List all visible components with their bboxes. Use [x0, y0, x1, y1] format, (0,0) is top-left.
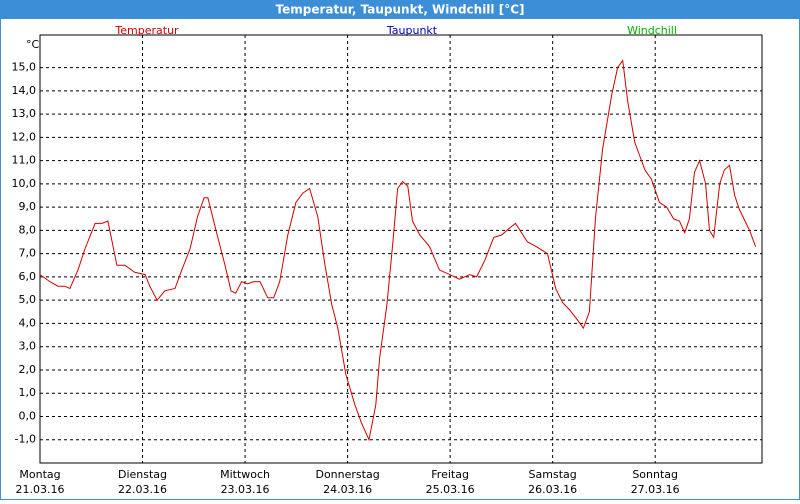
y-tick-label: -1,0: [15, 433, 36, 446]
y-tick-label: 2,0: [19, 363, 37, 376]
y-tick-label: 11,0: [12, 154, 37, 167]
x-tick-date: 22.03.16: [118, 483, 167, 496]
x-tick-label: Donnerstag: [315, 468, 379, 481]
y-tick-label: 9,0: [19, 200, 37, 213]
y-tick-label: 1,0: [19, 386, 37, 399]
legend-entry: Taupunkt: [386, 24, 438, 37]
y-tick-label: 12,0: [12, 130, 37, 143]
y-tick-label: 8,0: [19, 223, 37, 236]
x-tick-label: Freitag: [431, 468, 469, 481]
y-tick-label: 0,0: [19, 409, 37, 422]
y-tick-label: 5,0: [19, 293, 37, 306]
title-bar: [0, 0, 800, 19]
x-tick-date: 26.03.16: [528, 483, 577, 496]
y-tick-label: 3,0: [19, 340, 37, 353]
y-unit: °C: [26, 38, 40, 51]
data-line: [39, 59, 757, 442]
y-tick-label: 4,0: [19, 316, 37, 329]
x-tick-label: Samstag: [529, 468, 577, 481]
x-tick-label: Dienstag: [118, 468, 167, 481]
x-tick-date: 27.03.16: [631, 483, 680, 496]
y-tick-label: 13,0: [12, 107, 37, 120]
x-tick-date: 21.03.16: [16, 483, 65, 496]
plot-frame: [39, 34, 763, 464]
x-tick-label: Mittwoch: [220, 468, 270, 481]
y-tick-label: 14,0: [12, 84, 37, 97]
x-tick-label: Montag: [19, 468, 60, 481]
legend-entry: Windchill: [627, 24, 677, 37]
x-tick-date: 25.03.16: [426, 483, 475, 496]
y-tick-label: 6,0: [19, 270, 37, 283]
y-tick-label: 15,0: [12, 61, 37, 74]
x-tick-label: Sonntag: [632, 468, 678, 481]
x-tick-date: 24.03.16: [323, 483, 372, 496]
y-tick-label: 7,0: [19, 247, 37, 260]
y-tick-label: 10,0: [12, 177, 37, 190]
x-tick-date: 23.03.16: [221, 483, 270, 496]
chart-title: Temperatur, Taupunkt, Windchill [°C]: [276, 3, 525, 17]
legend-entry: Temperatur: [114, 24, 179, 37]
